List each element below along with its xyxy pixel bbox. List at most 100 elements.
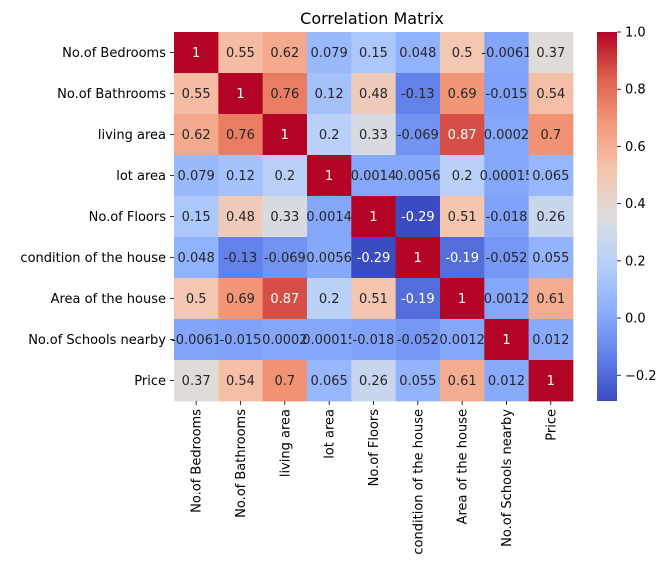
cell-value-label: 0.26 (536, 210, 565, 225)
cell-value-label: 0.12 (315, 87, 344, 102)
cell-value-label: -0.19 (401, 292, 435, 307)
cell-value-label: 0.54 (536, 87, 565, 102)
cell-value-label: 0.0002 (262, 333, 308, 348)
cell-value-label: 0.12 (226, 169, 255, 184)
cell-value-label: -0.069 (397, 128, 439, 143)
colorbar-tick-label: 0.0 (625, 312, 646, 327)
heatmap-cell (528, 114, 574, 156)
heatmap-cell (218, 73, 264, 115)
column-label: Area of the house (456, 409, 471, 524)
heatmap-cell (218, 278, 264, 320)
column-label: No.of Bathrooms (234, 409, 249, 518)
cell-value-label: 0.7 (274, 374, 295, 389)
cell-value-label: 1 (236, 87, 244, 102)
cell-value-label: 0.2 (452, 169, 473, 184)
cell-value-label: -0.069 (264, 251, 306, 266)
heatmap-cell (174, 278, 219, 320)
cell-value-label: -0.29 (401, 210, 435, 225)
column-label: lot area (323, 409, 338, 459)
cell-value-label: 0.7 (540, 128, 561, 143)
cell-value-label: 0.48 (359, 87, 388, 102)
cell-value-label: 1 (458, 292, 466, 307)
cell-value-label: 1 (192, 46, 200, 61)
heatmap-cell (484, 155, 530, 197)
row-label: living area (98, 128, 166, 143)
heatmap-cell (262, 319, 308, 361)
heatmap-cell (351, 114, 397, 156)
cell-value-label: 0.15 (359, 46, 388, 61)
heatmap-cell (395, 32, 441, 74)
colorbar-tick-label: 0.6 (625, 140, 646, 155)
heatmap-cell (395, 73, 441, 115)
heatmap-cell (395, 237, 441, 279)
heatmap-cell (351, 155, 397, 197)
column-label: Price (544, 409, 559, 441)
heatmap-cell (484, 278, 530, 320)
cell-value-label: 0.0012 (439, 333, 485, 348)
cell-value-label: -0.052 (397, 333, 439, 348)
heatmap-cells: 1 0.55 0.62 0.079 0.15 0.048 0.5 -0.0061 0.37 0.5… (171, 32, 574, 402)
colorbar-ticks: −0.2 0.0 0.2 0.4 0.6 0.8 1.0 (617, 26, 657, 384)
cell-value-label: -0.19 (445, 251, 479, 266)
heatmap-cell (262, 32, 308, 74)
heatmap-cell (395, 278, 441, 320)
cell-value-label: 0.065 (532, 169, 569, 184)
column-label: No.of Schools nearby (500, 409, 515, 547)
cell-value-label: 0.62 (182, 128, 211, 143)
row-label: No.of Floors (89, 210, 167, 225)
cell-value-label: 0.76 (270, 87, 299, 102)
heatmap-cell (218, 237, 264, 279)
heatmap-cell (262, 278, 308, 320)
heatmap-cell (528, 360, 574, 402)
heatmap-cell (439, 196, 485, 238)
cell-value-label: 1 (281, 128, 289, 143)
heatmap-cell (174, 237, 219, 279)
cell-value-label: 0.079 (178, 169, 215, 184)
cell-value-label: -0.0061 (171, 333, 221, 348)
cell-value-label: -0.13 (224, 251, 258, 266)
heatmap-cell (262, 155, 308, 197)
heatmap-cell (484, 73, 530, 115)
heatmap-cell (439, 155, 485, 197)
cell-value-label: 0.048 (178, 251, 215, 266)
heatmap-cell (528, 278, 574, 320)
cell-value-label: 0.0056 (306, 251, 352, 266)
heatmap-cell (484, 114, 530, 156)
colorbar-tick-label: 0.4 (625, 197, 646, 212)
column-label: condition of the house (411, 409, 426, 555)
heatmap-cell (218, 114, 264, 156)
row-label: Price (134, 374, 166, 389)
heatmap-cell (306, 196, 352, 238)
heatmap-cell (306, 319, 352, 361)
cell-value-label: 0.0012 (484, 292, 530, 307)
heatmap-cell (174, 196, 219, 238)
cell-value-label: 0.37 (536, 46, 565, 61)
cell-value-label: 0.55 (182, 87, 211, 102)
heatmap-cell (262, 237, 308, 279)
heatmap-cell (174, 32, 219, 74)
cell-value-label: 0.0014 (306, 210, 352, 225)
heatmap-cell (218, 155, 264, 197)
heatmap-cell (528, 73, 574, 115)
cell-value-label: 0.48 (226, 210, 255, 225)
column-label: No.of Bedrooms (190, 409, 205, 513)
heatmap-cell (439, 114, 485, 156)
row-label: No.of Schools nearby (28, 333, 166, 348)
cell-value-label: -0.052 (486, 251, 528, 266)
colorbar-tick-label: 1.0 (625, 26, 646, 41)
cell-value-label: 0.055 (532, 251, 569, 266)
heatmap-cell (351, 237, 397, 279)
heatmap-cell (395, 155, 441, 197)
cell-value-label: 0.51 (448, 210, 477, 225)
heatmap-cell (528, 32, 574, 74)
heatmap-cell (439, 319, 485, 361)
cell-value-label: -0.29 (357, 251, 391, 266)
cell-value-label: 0.00015 (302, 333, 356, 348)
heatmap-cell (262, 360, 308, 402)
cell-value-label: 0.76 (226, 128, 255, 143)
cell-value-label: 0.87 (270, 292, 299, 307)
row-label: No.of Bedrooms (62, 46, 166, 61)
heatmap-cell (218, 32, 264, 74)
cell-value-label: 0.00015 (480, 169, 534, 184)
